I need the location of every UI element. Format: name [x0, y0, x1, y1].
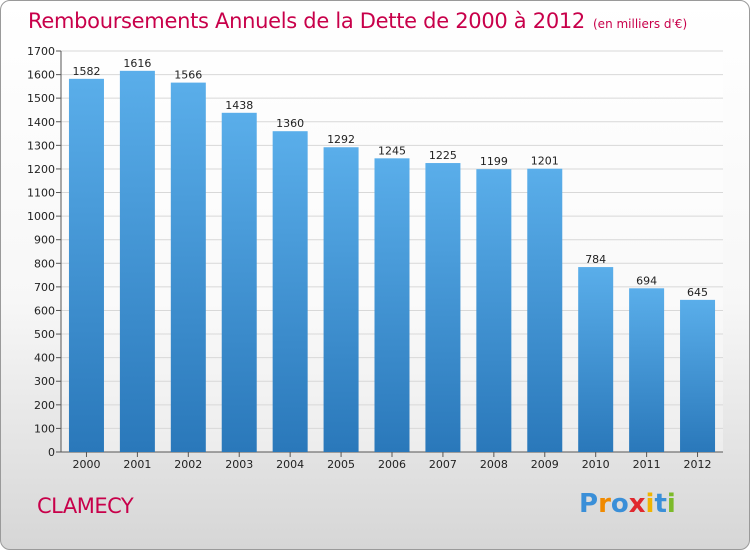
value-label: 1582 [72, 65, 100, 78]
bar [119, 70, 155, 452]
x-tick-labels: 2000 2001 2002 2003 2004 2005 2006 2007 2008 2009… [72, 458, 711, 471]
y-tick-label: 1500 [27, 92, 55, 105]
city-name: CLAMECY [37, 494, 134, 518]
x-tick-label: 2007 [429, 458, 457, 471]
bar [272, 131, 308, 452]
value-label: 645 [687, 286, 708, 299]
bar [578, 267, 614, 452]
bar [629, 288, 665, 452]
y-tick-label: 100 [34, 422, 55, 435]
bar [476, 169, 512, 452]
y-tick-label: 200 [34, 399, 55, 412]
x-tick-label: 2000 [72, 458, 100, 471]
value-label: 1360 [276, 117, 304, 130]
x-tick-label: 2004 [276, 458, 304, 471]
y-tick-label: 1700 [27, 45, 55, 58]
chart-title-text: Remboursements Annuels de la Dette de 20… [28, 9, 585, 33]
y-tick-label: 1100 [27, 187, 55, 200]
bar [221, 112, 257, 452]
y-tick-label: 300 [34, 375, 55, 388]
y-tick-label: 1400 [27, 116, 55, 129]
y-tick-label: 0 [48, 446, 55, 459]
x-tick-label: 2009 [531, 458, 559, 471]
value-label: 1245 [378, 144, 406, 157]
y-tick-labels: 0 100 200 300 400 500 600 700 800 900 1000 1100 1200… [27, 45, 55, 459]
logo-letter: i [666, 489, 676, 519]
y-tick-label: 800 [34, 257, 55, 270]
value-label: 1225 [429, 149, 457, 162]
x-tick-label: 2011 [633, 458, 661, 471]
logo-letter: i [645, 489, 655, 519]
logo-letter: P [579, 489, 599, 519]
bar [68, 78, 104, 453]
y-tick-label: 1300 [27, 139, 55, 152]
y-tick-label: 400 [34, 352, 55, 365]
x-tick-label: 2006 [378, 458, 406, 471]
value-label: 1292 [327, 133, 355, 146]
bar [170, 82, 206, 452]
bar [680, 299, 716, 452]
value-labels: 1582 1616 1566 1438 1360 1292 1245 1225 1199 1201… [72, 57, 708, 299]
value-label: 784 [585, 253, 606, 266]
logo-letter: t [654, 489, 667, 519]
bar [425, 163, 461, 452]
value-label: 694 [636, 274, 657, 287]
value-label: 1616 [123, 57, 151, 70]
logo-letter: r [598, 489, 611, 519]
bars [68, 70, 716, 453]
x-tick-label: 2005 [327, 458, 355, 471]
y-tick-label: 1600 [27, 69, 55, 82]
y-tick-label: 1200 [27, 163, 55, 176]
value-label: 1566 [174, 69, 202, 82]
x-tick-label: 2003 [225, 458, 253, 471]
x-tick-label: 2008 [480, 458, 508, 471]
logo-letter: o [610, 489, 629, 519]
bar [374, 158, 410, 452]
chart-title: Remboursements Annuels de la Dette de 20… [28, 9, 687, 33]
logo-letter: x [628, 489, 646, 519]
x-tick-label: 2001 [123, 458, 151, 471]
bar [527, 168, 563, 452]
value-label: 1199 [480, 155, 508, 168]
x-tick-label: 2012 [684, 458, 712, 471]
x-tick-label: 2010 [582, 458, 610, 471]
y-tick-label: 700 [34, 281, 55, 294]
y-tick-label: 600 [34, 304, 55, 317]
y-tick-label: 1000 [27, 210, 55, 223]
y-tick-label: 500 [34, 328, 55, 341]
value-label: 1201 [531, 155, 559, 168]
proxiti-logo: Proxiti [579, 489, 676, 519]
chart-unit: (en milliers d'€) [593, 17, 688, 31]
bar [323, 147, 359, 453]
y-tick-label: 900 [34, 234, 55, 247]
value-label: 1438 [225, 99, 253, 112]
x-tick-label: 2002 [174, 458, 202, 471]
